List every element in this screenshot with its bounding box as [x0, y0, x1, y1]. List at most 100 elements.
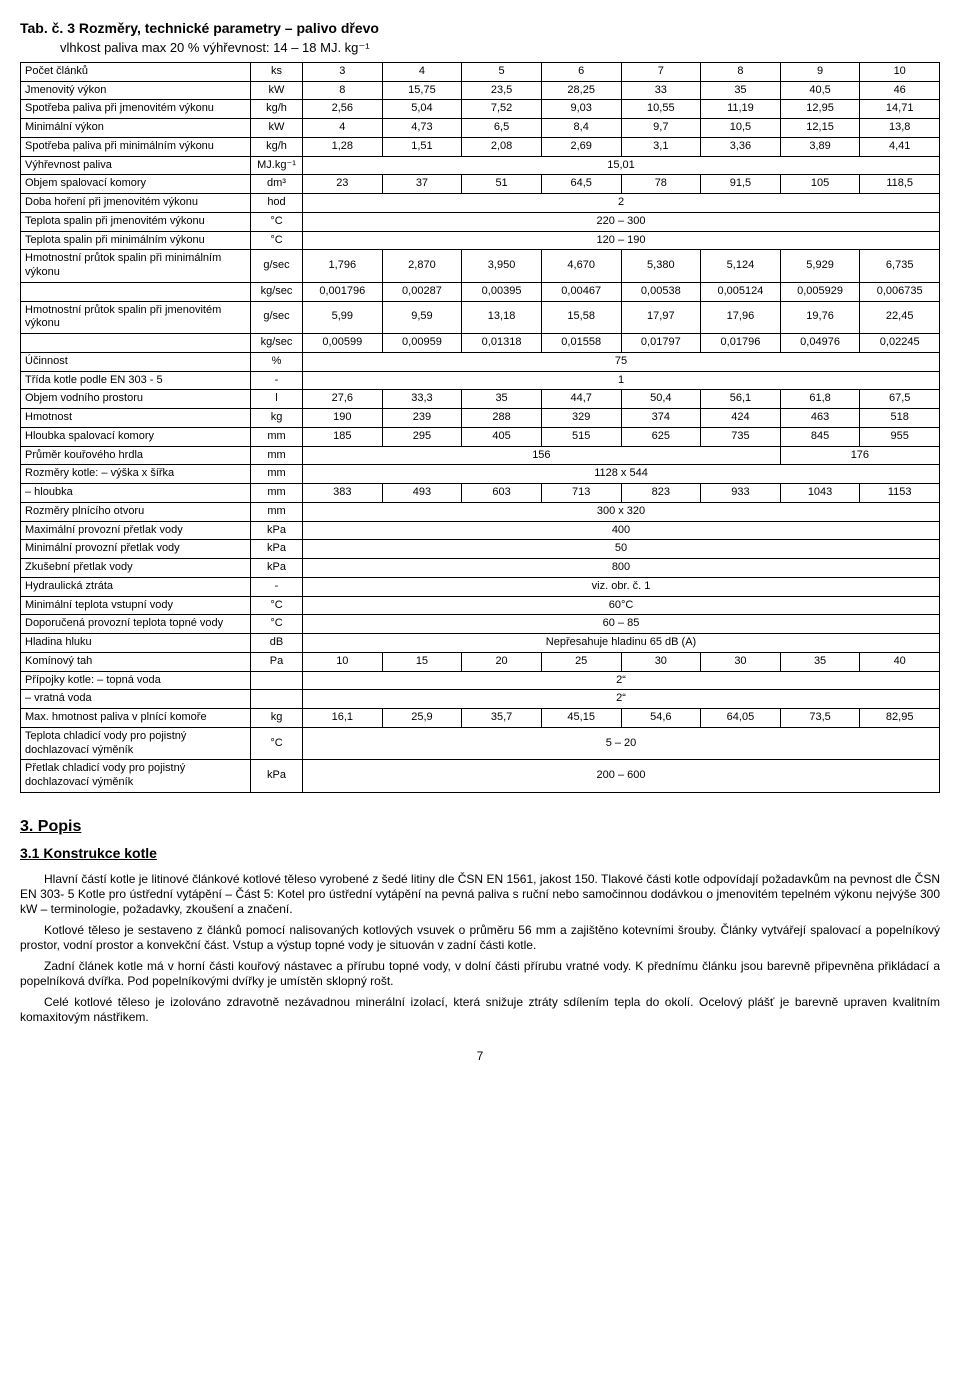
row-label: Minimální provozní přetlak vody: [21, 540, 251, 559]
row-value: 78: [621, 175, 701, 194]
row-value: 0,01318: [462, 334, 542, 353]
row-value-span: viz. obr. č. 1: [303, 577, 940, 596]
row-value: 30: [621, 652, 701, 671]
row-unit: dm³: [251, 175, 303, 194]
row-value: 1153: [860, 484, 940, 503]
row-value: 67,5: [860, 390, 940, 409]
row-value: 10: [860, 62, 940, 81]
row-value: 5,04: [382, 100, 462, 119]
row-value: 5,124: [701, 250, 781, 283]
row-label: Zkušební přetlak vody: [21, 559, 251, 578]
table-row: kg/sec0,005990,009590,013180,015580,0179…: [21, 334, 940, 353]
row-value: 35,7: [462, 709, 542, 728]
row-value: 2,870: [382, 250, 462, 283]
row-value: 0,00599: [303, 334, 383, 353]
row-label: [21, 334, 251, 353]
row-unit: dB: [251, 634, 303, 653]
table-row: Spotřeba paliva při jmenovitém výkonukg/…: [21, 100, 940, 119]
row-value-span: 300 x 320: [303, 502, 940, 521]
row-value: 12,15: [780, 119, 860, 138]
row-value: 0,00467: [541, 282, 621, 301]
row-value: 0,001796: [303, 282, 383, 301]
table-row: Přípojky kotle: – topná voda2“: [21, 671, 940, 690]
row-unit: °C: [251, 727, 303, 760]
row-value: 933: [701, 484, 781, 503]
row-label: Jmenovitý výkon: [21, 81, 251, 100]
row-label: Doba hoření při jmenovitém výkonu: [21, 194, 251, 213]
row-value: 1,796: [303, 250, 383, 283]
row-label: Minimální teplota vstupní vody: [21, 596, 251, 615]
row-value: 0,01796: [701, 334, 781, 353]
table-row: Průměr kouřového hrdlamm156176: [21, 446, 940, 465]
row-value: 33: [621, 81, 701, 100]
para-4: Celé kotlové těleso je izolováno zdravot…: [20, 995, 940, 1025]
table-subtitle: vlhkost paliva max 20 % výhřevnost: 14 –…: [60, 40, 940, 56]
row-value-span: 15,01: [303, 156, 940, 175]
section-popis: 3. Popis: [20, 817, 940, 837]
row-value: 329: [541, 409, 621, 428]
row-unit: mm: [251, 446, 303, 465]
row-label: Průměr kouřového hrdla: [21, 446, 251, 465]
spec-table: Počet článkůks345678910Jmenovitý výkonkW…: [20, 62, 940, 793]
row-value: 7: [621, 62, 701, 81]
row-value: 0,00395: [462, 282, 542, 301]
table-row: Třída kotle podle EN 303 - 5-1: [21, 371, 940, 390]
row-value: 6: [541, 62, 621, 81]
row-value: 8: [701, 62, 781, 81]
table-row: Výhřevnost palivaMJ.kg⁻¹15,01: [21, 156, 940, 175]
row-unit: kPa: [251, 559, 303, 578]
row-value: 23,5: [462, 81, 542, 100]
row-value: 45,15: [541, 709, 621, 728]
row-value: 3: [303, 62, 383, 81]
row-value: 15: [382, 652, 462, 671]
table-row: – hloubkamm38349360371382393310431153: [21, 484, 940, 503]
row-value: 4: [382, 62, 462, 81]
row-value: 46: [860, 81, 940, 100]
row-label: Maximální provozní přetlak vody: [21, 521, 251, 540]
row-value: 3,89: [780, 137, 860, 156]
row-value: 625: [621, 427, 701, 446]
row-value: 295: [382, 427, 462, 446]
row-label: Hmotnost: [21, 409, 251, 428]
row-value: 9: [780, 62, 860, 81]
table-row: Spotřeba paliva při minimálním výkonukg/…: [21, 137, 940, 156]
row-value: 156: [303, 446, 781, 465]
row-value-span: 5 – 20: [303, 727, 940, 760]
row-value: 0,006735: [860, 282, 940, 301]
row-value: 190: [303, 409, 383, 428]
table-title: Tab. č. 3 Rozměry, technické parametry –…: [20, 20, 940, 38]
page: Tab. č. 3 Rozměry, technické parametry –…: [0, 0, 960, 1084]
row-value: 91,5: [701, 175, 781, 194]
row-value: 28,25: [541, 81, 621, 100]
table-row: Maximální provozní přetlak vodykPa400: [21, 521, 940, 540]
row-value: 10,5: [701, 119, 781, 138]
row-value-span: 1: [303, 371, 940, 390]
row-value: 8,4: [541, 119, 621, 138]
row-value: 0,005124: [701, 282, 781, 301]
row-value: 54,6: [621, 709, 701, 728]
table-row: Hmotnostní průtok spalin při jmenovitém …: [21, 301, 940, 334]
row-label: Počet článků: [21, 62, 251, 81]
row-value: 515: [541, 427, 621, 446]
row-label: Komínový tah: [21, 652, 251, 671]
row-unit: [251, 690, 303, 709]
row-value-span: 75: [303, 352, 940, 371]
row-value: 3,36: [701, 137, 781, 156]
row-value-span: 120 – 190: [303, 231, 940, 250]
row-value: 5,929: [780, 250, 860, 283]
row-value: 3,950: [462, 250, 542, 283]
row-value: 64,5: [541, 175, 621, 194]
row-unit: [251, 671, 303, 690]
row-unit: kg/h: [251, 100, 303, 119]
row-unit: l: [251, 390, 303, 409]
row-value: 955: [860, 427, 940, 446]
row-value: 10: [303, 652, 383, 671]
row-unit: kg/sec: [251, 334, 303, 353]
row-value: 40,5: [780, 81, 860, 100]
row-label: Rozměry plnícího otvoru: [21, 502, 251, 521]
row-value: 35: [780, 652, 860, 671]
row-unit: mm: [251, 465, 303, 484]
row-value: 11,19: [701, 100, 781, 119]
row-value: 713: [541, 484, 621, 503]
row-value: 37: [382, 175, 462, 194]
